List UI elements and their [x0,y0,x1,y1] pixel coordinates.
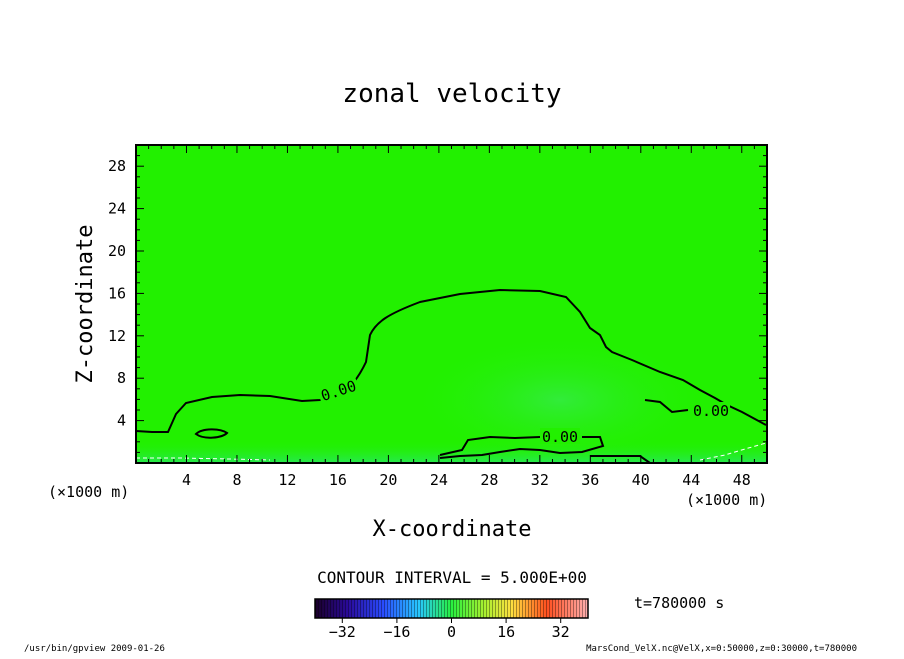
x-tick-label: 16 [329,471,347,489]
x-tick-label: 24 [430,471,448,489]
y-tick-label: 4 [117,412,126,430]
y-axis-label: Z-coordinate [73,225,98,384]
velocity-core-shading [410,335,710,465]
x-tick-label: 8 [232,471,241,489]
x-tick-label: 20 [379,471,397,489]
contour-line-dashed-right [699,442,767,461]
x-tick-label: 12 [278,471,296,489]
x-tick-label: 48 [733,471,751,489]
x-tick-label: 28 [480,471,498,489]
colorbar-tick-label: 0 [447,623,456,641]
contour-interval-text: CONTOUR INTERVAL = 5.000E+00 [317,568,587,587]
contour-label: 0.00 [693,402,729,420]
contour-line-main [135,288,767,433]
contour-line-right-dip [644,399,689,414]
y-axis-ticks: 4 8 12 16 20 24 28 [108,155,767,453]
colorbar-tick-label: −16 [383,623,410,641]
x-tick-label: 32 [531,471,549,489]
footer-right: MarsCond_VelX.nc@VelX,x=0:50000,z=0:3000… [586,644,857,654]
x-tick-label: 40 [632,471,650,489]
y-tick-label: 16 [108,284,126,302]
colorbar-tick-label: 16 [497,623,515,641]
colorbar-tick-label: 32 [552,623,570,641]
y-unit-note: (×1000 m) [48,483,129,501]
y-tick-label: 8 [117,369,126,387]
contour-line-bottom [590,455,651,464]
y-tick-label: 20 [108,242,126,260]
chart-title: zonal velocity [342,79,561,109]
contour-line-lower-loop [439,435,605,459]
time-label: t=780000 s [634,594,724,612]
x-unit-note: (×1000 m) [686,491,767,509]
x-tick-label: 44 [682,471,700,489]
colorbar [314,598,589,619]
x-tick-label: 36 [581,471,599,489]
plot-area: 0.00 0.00 0.00 [135,144,768,465]
y-tick-label: 24 [108,200,126,218]
y-tick-label: 28 [108,157,126,175]
x-axis-ticks: 4 8 12 16 20 24 28 32 36 40 44 48 [148,145,755,489]
x-axis-label: X-coordinate [373,517,532,542]
y-tick-label: 12 [108,327,126,345]
contour-line-small-loop [194,428,229,439]
colorbar-ticks: −32 −16 0 16 32 [329,618,570,641]
contour-label: 0.00 [542,428,578,446]
footer-left: /usr/bin/gpview 2009-01-26 [24,644,165,654]
x-tick-label: 4 [182,471,191,489]
colorbar-tick-label: −32 [329,623,356,641]
